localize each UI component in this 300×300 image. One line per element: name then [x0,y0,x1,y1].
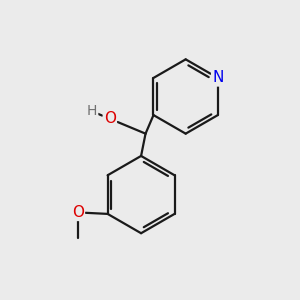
Text: O: O [72,205,84,220]
Text: H: H [87,104,97,118]
Text: N: N [212,70,224,86]
Text: O: O [104,111,116,126]
